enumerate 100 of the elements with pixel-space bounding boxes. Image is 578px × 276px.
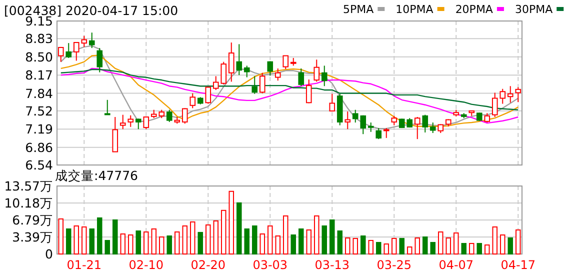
bar <box>337 230 343 254</box>
chart-title: [002438] 2020-04-17 15:00 <box>4 3 178 18</box>
candlestick <box>120 114 126 130</box>
bar <box>267 225 273 254</box>
bar <box>120 233 126 254</box>
bar <box>414 237 420 254</box>
candlestick <box>368 122 374 132</box>
candlestick <box>244 65 250 78</box>
bar <box>66 228 72 254</box>
bar <box>453 232 459 254</box>
candlestick <box>383 128 390 138</box>
y-tick-label: 6.79万 <box>12 212 53 228</box>
candlestick <box>507 86 514 104</box>
candlestick <box>314 59 320 82</box>
x-tick-label: 04-17 <box>500 258 536 272</box>
candlestick <box>205 86 212 104</box>
bar <box>174 231 180 254</box>
y-tick-label: 8.83 <box>25 31 53 46</box>
legend-label: 5PMA <box>343 3 374 16</box>
y-tick-label: 6.86 <box>25 140 54 155</box>
candlestick <box>306 78 312 104</box>
bar <box>198 232 204 254</box>
candlestick <box>484 112 490 124</box>
legend-label: 10PMA <box>396 3 434 16</box>
bar <box>344 237 350 254</box>
bar <box>430 242 436 254</box>
x-tick-label: 03-13 <box>314 258 350 272</box>
bar <box>166 235 172 254</box>
bar <box>446 237 452 254</box>
candlestick <box>236 44 242 76</box>
candlestick <box>190 92 196 109</box>
bar <box>368 240 374 254</box>
y-tick-label: 7.52 <box>25 103 53 118</box>
bar <box>500 234 506 254</box>
x-tick-label: 02-10 <box>128 258 164 272</box>
bar <box>508 237 514 254</box>
bar <box>158 236 164 254</box>
bar <box>306 229 312 254</box>
bar <box>143 231 149 254</box>
candlestick <box>128 114 134 128</box>
candlestick <box>376 128 382 140</box>
bar <box>252 225 258 254</box>
chart-title: 成交量:47776 <box>55 168 138 183</box>
bar <box>228 190 234 254</box>
candlestick <box>228 42 234 82</box>
bar <box>220 210 226 254</box>
candlestick <box>135 118 142 130</box>
bar <box>484 244 490 254</box>
candlestick <box>414 116 420 140</box>
bar <box>515 229 521 254</box>
candlestick <box>252 76 258 94</box>
candlestick <box>112 116 118 152</box>
bar <box>282 215 288 254</box>
candlestick <box>143 116 150 130</box>
candlestick <box>329 93 336 112</box>
candlestick <box>182 108 188 124</box>
candlestick <box>267 60 274 76</box>
bar <box>74 225 80 254</box>
legend-label: 20PMA <box>455 3 494 16</box>
bar <box>58 218 64 254</box>
candlestick <box>321 65 328 87</box>
bar <box>314 215 320 254</box>
line-series <box>60 68 519 124</box>
bar <box>151 228 157 254</box>
candlestick <box>515 86 522 103</box>
x-tick-label: 03-03 <box>252 258 288 272</box>
bar <box>322 225 328 254</box>
bar <box>391 238 397 254</box>
y-tick-label: 10.18万 <box>4 195 53 210</box>
y-tick-label: 13.57万 <box>4 178 53 194</box>
bar <box>96 217 102 254</box>
x-tick-label: 03-25 <box>376 258 412 272</box>
candlestick <box>66 42 72 58</box>
legend-label: 30PMA <box>514 3 554 16</box>
bar <box>376 242 382 254</box>
candlestick <box>422 114 428 133</box>
y-tick-label: 0 <box>45 246 54 262</box>
bar <box>352 238 358 254</box>
candlestick <box>274 68 281 82</box>
bar <box>461 242 467 254</box>
bar <box>360 235 366 254</box>
x-tick-label: 02-20 <box>190 258 226 272</box>
bar <box>89 228 95 254</box>
bar <box>406 246 412 254</box>
bar <box>104 240 110 254</box>
candlestick <box>58 46 64 62</box>
bar <box>244 228 250 254</box>
bar <box>329 219 335 254</box>
candlestick <box>104 99 110 116</box>
bar <box>205 224 211 254</box>
candlestick <box>88 32 95 49</box>
bar <box>260 233 266 254</box>
bar <box>384 243 390 254</box>
x-tick-label: 04-07 <box>438 258 474 272</box>
bar <box>298 228 304 254</box>
bar <box>290 234 296 254</box>
y-tick-label: 7.84 <box>25 86 54 101</box>
candlestick <box>166 109 172 122</box>
bar <box>213 220 219 254</box>
candlestick <box>430 122 436 134</box>
